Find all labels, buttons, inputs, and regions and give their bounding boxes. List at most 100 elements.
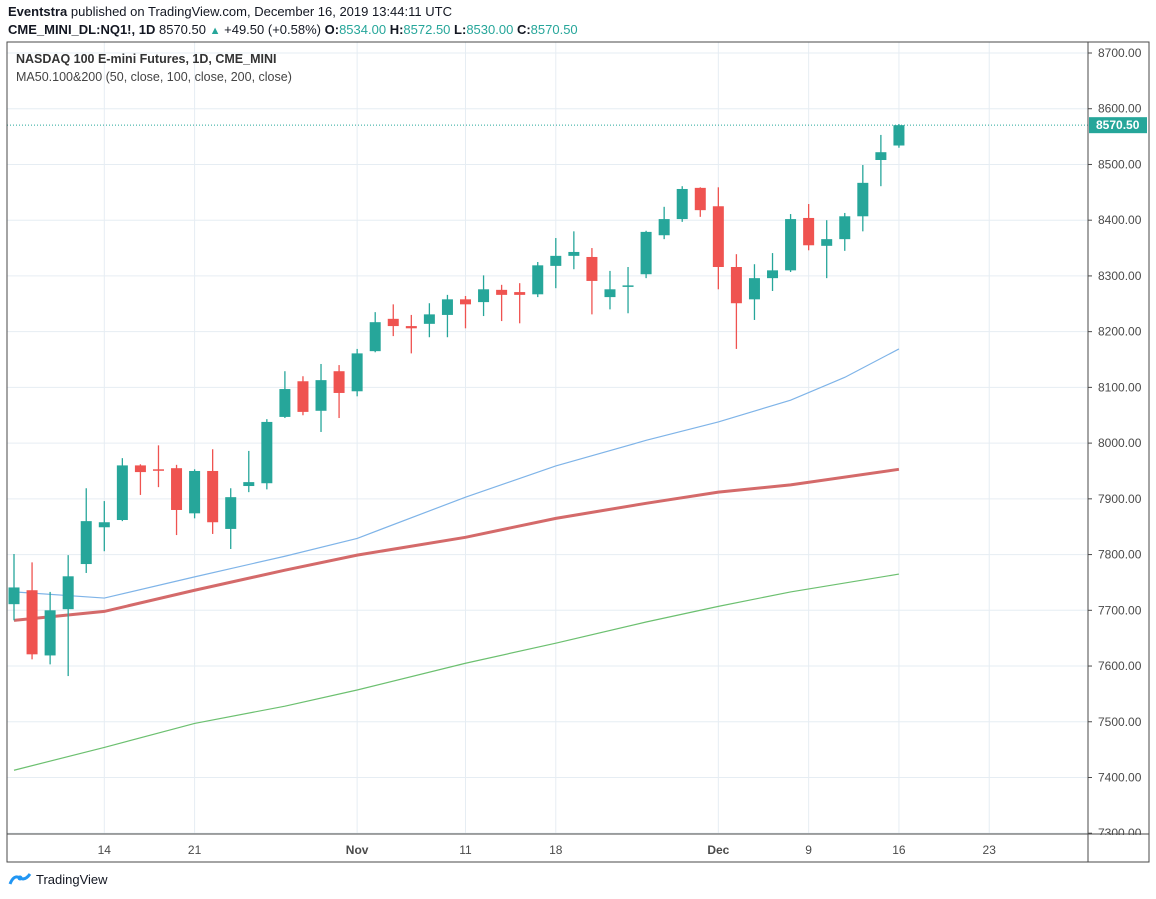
- candle-body: [261, 421, 273, 484]
- candle-body: [550, 255, 562, 266]
- candle-body: [857, 182, 869, 217]
- price-tick-label: 7600.00: [1098, 659, 1142, 673]
- close-label: C:: [516, 22, 531, 37]
- up-triangle-icon: ▲: [209, 25, 221, 37]
- candle-body: [44, 610, 56, 656]
- candle-body: [496, 289, 508, 295]
- candle: [207, 449, 219, 534]
- time-tick-label: Nov: [346, 843, 369, 857]
- candle-body: [712, 206, 724, 268]
- candle: [460, 295, 471, 329]
- candle-body: [694, 187, 706, 211]
- candle: [478, 275, 490, 317]
- candle: [279, 371, 291, 419]
- last-price-badge: [1089, 117, 1147, 134]
- publish-info: Eventstra published on TradingView.com, …: [8, 4, 452, 19]
- chart-frame: [6, 41, 1150, 863]
- candle: [604, 270, 616, 310]
- candle-body: [98, 522, 110, 528]
- candle: [297, 376, 309, 416]
- price-tick-label: 8700.00: [1098, 46, 1142, 60]
- candle-body: [80, 521, 92, 565]
- candle-body: [748, 278, 760, 300]
- candle: [550, 238, 562, 289]
- candle-body: [315, 380, 327, 411]
- candle: [171, 464, 183, 536]
- price-tick-label: 7400.00: [1098, 770, 1142, 784]
- candle-body: [893, 125, 905, 146]
- candle-body: [171, 468, 183, 510]
- time-tick-label: 9: [805, 843, 812, 857]
- candle-body: [676, 188, 688, 220]
- candle: [748, 264, 760, 320]
- ma100-line: [13, 467, 900, 622]
- candle: [568, 231, 580, 270]
- candle-body: [134, 465, 146, 473]
- time-tick-label: 18: [549, 843, 563, 857]
- candle: [730, 254, 742, 349]
- candle-body: [640, 231, 652, 275]
- high-label: H:: [389, 22, 404, 37]
- candle-body: [243, 482, 255, 487]
- candle: [98, 501, 110, 552]
- candle: [803, 204, 815, 251]
- ma50-line: [13, 348, 900, 599]
- candle: [640, 230, 652, 279]
- candle: [152, 445, 164, 488]
- candle-body: [26, 590, 38, 655]
- last-price: 8570.50: [158, 22, 206, 37]
- author[interactable]: Eventstra: [8, 4, 68, 19]
- candle: [586, 248, 598, 315]
- ma200-line: [13, 573, 900, 771]
- candle: [8, 554, 20, 621]
- price-tick-label: 7800.00: [1098, 548, 1142, 562]
- candle: [134, 464, 146, 495]
- candle: [893, 124, 905, 148]
- candle: [514, 283, 526, 324]
- price-tick-label: 8500.00: [1098, 157, 1142, 171]
- candle-body: [62, 576, 74, 610]
- candle-body: [297, 381, 309, 412]
- time-tick-label: 16: [892, 843, 906, 857]
- candle-body: [604, 289, 616, 298]
- price-change: +49.50 (+0.58%): [224, 22, 321, 37]
- candle: [532, 261, 544, 298]
- candle-body: [441, 299, 453, 315]
- price-tick-label: 7700.00: [1098, 603, 1142, 617]
- candle-body: [568, 251, 580, 256]
- time-tick-label: Dec: [707, 843, 729, 857]
- candle: [839, 212, 851, 251]
- price-tick-label: 8000.00: [1098, 436, 1142, 450]
- candle-body: [622, 285, 634, 287]
- candle: [857, 165, 869, 232]
- candle-body: [803, 217, 815, 246]
- candle-body: [586, 256, 598, 281]
- candle: [315, 363, 327, 432]
- candle-body: [423, 314, 435, 324]
- candle-body: [785, 219, 797, 271]
- candle-body: [207, 470, 219, 523]
- high-value: 8572.50: [403, 22, 451, 37]
- candle: [622, 267, 634, 314]
- candle-body: [767, 270, 779, 279]
- last-price-badge-label: 8570.50: [1096, 118, 1140, 132]
- tradingview-logo[interactable]: TradingView: [8, 871, 108, 887]
- open-label: O:: [324, 22, 340, 37]
- candle-body: [152, 469, 164, 471]
- candle-body: [189, 470, 201, 514]
- candle: [405, 314, 417, 354]
- price-tick-label: 8200.00: [1098, 325, 1142, 339]
- candle-body: [116, 465, 128, 521]
- candle-body: [514, 292, 526, 295]
- candle: [369, 312, 381, 353]
- axis-corner: [1089, 835, 1148, 861]
- price-tick-label: 8400.00: [1098, 213, 1142, 227]
- candle: [261, 419, 273, 490]
- indicator-legend[interactable]: MA50.100&200 (50, close, 100, close, 200…: [16, 70, 292, 84]
- tradingview-logo-icon: [8, 873, 32, 885]
- open-value: 8534.00: [339, 22, 387, 37]
- candle: [821, 220, 833, 279]
- time-tick-label: 21: [188, 843, 202, 857]
- candle-body: [333, 371, 345, 393]
